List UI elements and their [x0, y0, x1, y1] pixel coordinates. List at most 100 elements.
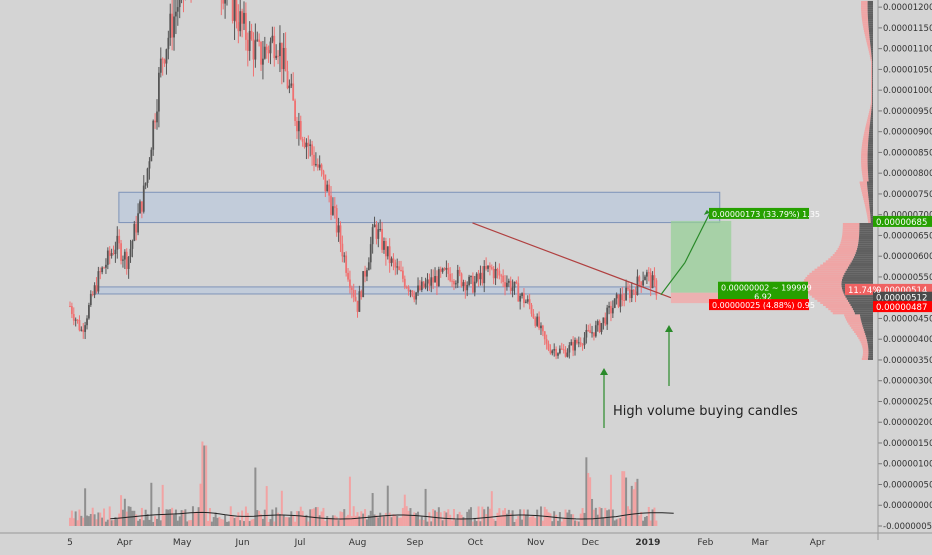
volume-profile-buy [841, 279, 873, 282]
volume-profile-buy [867, 341, 873, 344]
candle-body [152, 120, 155, 150]
volume-bar [280, 490, 283, 526]
volume-profile-buy [867, 0, 873, 4]
volume-profile-sell [859, 183, 868, 186]
candle-body [239, 11, 242, 32]
price-tag-text: 0.00000512 [876, 294, 927, 304]
volume-bar [585, 457, 588, 526]
candle-body [606, 307, 609, 325]
volume-bar [324, 520, 327, 526]
volume-profile-sell [868, 112, 872, 116]
volume-bar [379, 512, 382, 526]
volume-profile-buy [857, 247, 873, 250]
target-label[interactable] [709, 207, 809, 219]
volume-profile-sell [861, 156, 868, 159]
profit-zone[interactable] [670, 220, 732, 293]
volume-bar [120, 495, 123, 526]
candle-body [617, 294, 620, 307]
volume-bar [258, 510, 261, 526]
candle-body [509, 280, 512, 291]
candle-body [262, 58, 264, 65]
volume-bar [513, 521, 516, 526]
candle-body [105, 264, 107, 268]
candle-body [481, 272, 484, 284]
volume-profile-sell [871, 73, 873, 76]
loss-zone[interactable] [670, 292, 732, 304]
candle-body [564, 349, 567, 357]
volume-bar [212, 517, 215, 526]
volume-profile-buy [872, 69, 873, 72]
volume-profile-buy [869, 206, 873, 209]
candle-body [401, 270, 404, 279]
upper-zone[interactable] [118, 191, 721, 224]
candle-body [470, 276, 472, 278]
lower-zone[interactable] [95, 286, 657, 295]
volume-profile-sell [867, 46, 871, 49]
candle-body [299, 121, 302, 140]
volume-bar [625, 477, 628, 526]
volume-bar [587, 472, 590, 526]
candle-body [303, 141, 306, 148]
volume-profile-sell [857, 335, 866, 338]
volume-profile-sell [861, 171, 868, 174]
candle-body [466, 284, 469, 291]
volume-profile-buy [847, 299, 873, 302]
volume-bar [519, 509, 522, 526]
volume-bar [651, 509, 654, 526]
stop-label[interactable] [709, 299, 809, 311]
volume-bar [330, 517, 333, 526]
volume-bar [536, 509, 539, 526]
volume-profile-buy [863, 326, 873, 329]
volume-profile-sell [861, 357, 868, 360]
candle-body [530, 304, 533, 314]
volume-profile-buy [846, 297, 873, 300]
x-tick-label: Jul [294, 538, 306, 548]
candle-body [337, 225, 340, 233]
candle-body [286, 71, 289, 89]
candle-body [328, 184, 331, 196]
candle-body [235, 0, 238, 23]
volume-bar [558, 512, 561, 526]
candle-body [386, 246, 389, 257]
volume-profile-buy [871, 110, 873, 113]
volume-profile-buy [868, 175, 873, 178]
candle-body [458, 269, 461, 274]
volume-profile-sell [871, 81, 873, 84]
price-tag [873, 291, 932, 303]
volume-profile-buy [858, 241, 873, 244]
volume-bar [99, 512, 102, 526]
volume-bar [469, 507, 472, 526]
candle-body [245, 12, 247, 40]
volume-bar [494, 520, 497, 526]
volume-bar [343, 509, 346, 526]
candle-body [600, 323, 603, 333]
candle-body [176, 7, 179, 12]
trend-line[interactable] [472, 222, 672, 299]
volume-profile-buy [872, 102, 873, 105]
candle-body [309, 144, 312, 146]
entry-label[interactable] [718, 281, 808, 302]
candle-body [577, 342, 580, 344]
volume-profile-sell [817, 299, 848, 302]
candle-body [277, 55, 279, 57]
volume-profile-buy [867, 15, 873, 18]
candle-body [640, 281, 643, 286]
y-tick-label: 0.00001200 [883, 3, 932, 13]
candle-body [375, 224, 378, 239]
candle-body [498, 270, 501, 276]
candle-body [305, 142, 308, 148]
candle-body [320, 164, 323, 171]
volume-profile-sell [868, 48, 871, 51]
candle-body [282, 47, 285, 70]
volume-profile-sell [809, 293, 845, 296]
candle-body [557, 353, 559, 356]
volume-bar [320, 511, 323, 526]
volume-profile-sell [871, 63, 873, 66]
stop-label-text: 0.00000025 (4.88%) 0.95 [712, 301, 815, 310]
volume-profile-buy [870, 40, 873, 43]
volume-profile-sell [828, 258, 853, 261]
volume-bar [135, 514, 138, 526]
volume-bar [441, 520, 444, 526]
